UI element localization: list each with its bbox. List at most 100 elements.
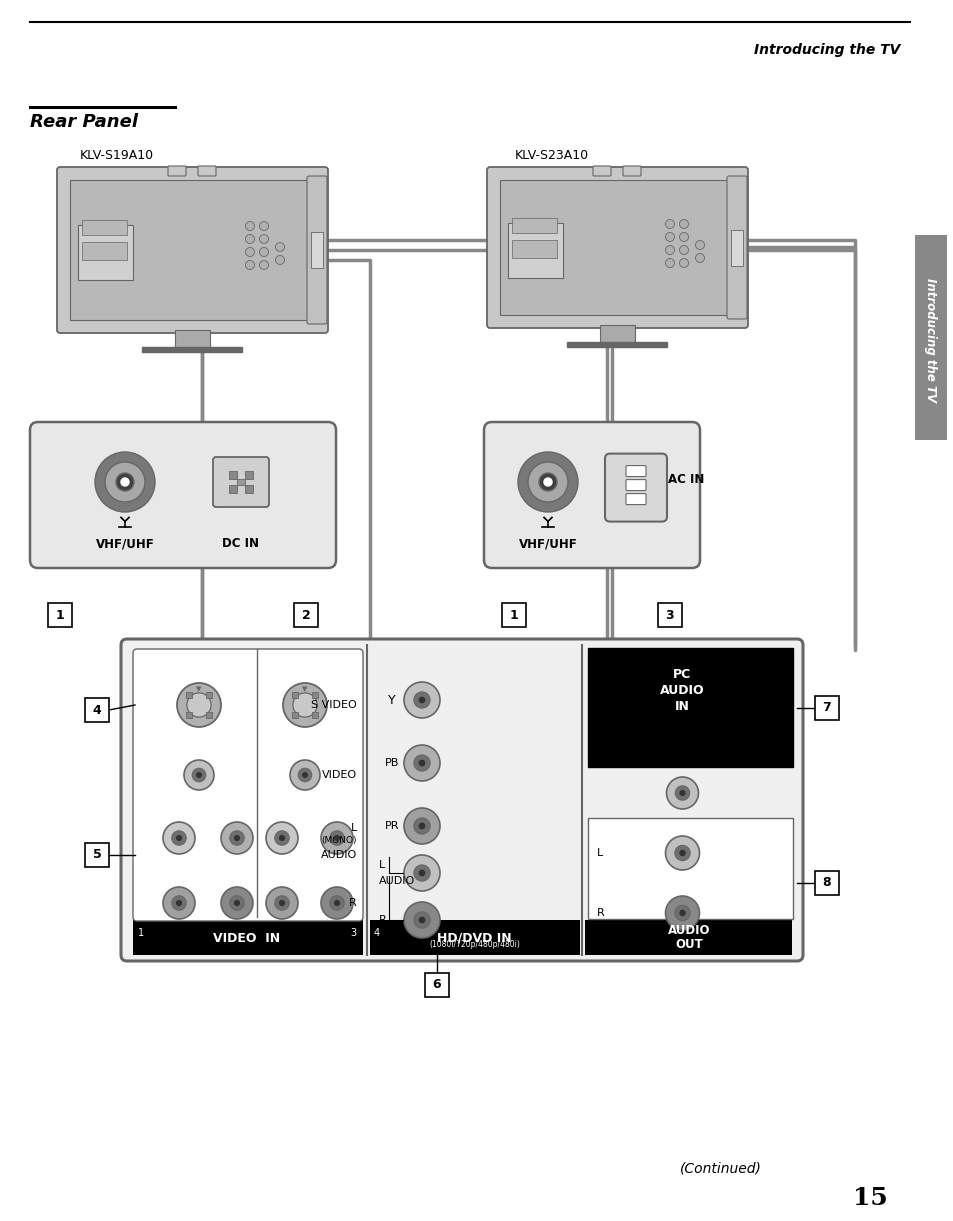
Text: VHF/UHF: VHF/UHF <box>518 537 577 549</box>
FancyBboxPatch shape <box>726 176 746 319</box>
Bar <box>174 330 210 348</box>
Text: L: L <box>597 849 602 858</box>
Circle shape <box>419 871 424 875</box>
FancyBboxPatch shape <box>584 919 791 955</box>
Circle shape <box>335 901 339 906</box>
Text: 5: 5 <box>92 849 101 862</box>
Circle shape <box>414 692 430 708</box>
Circle shape <box>320 886 353 919</box>
Text: ▼: ▼ <box>302 686 308 692</box>
Circle shape <box>666 777 698 810</box>
FancyBboxPatch shape <box>292 712 297 718</box>
FancyBboxPatch shape <box>914 234 946 440</box>
FancyBboxPatch shape <box>229 485 236 493</box>
Bar <box>566 342 666 347</box>
Circle shape <box>414 818 430 834</box>
Text: VIDEO: VIDEO <box>321 770 356 780</box>
Text: VIDEO  IN: VIDEO IN <box>213 932 280 945</box>
Text: Introducing the TV: Introducing the TV <box>753 43 899 57</box>
Text: 3: 3 <box>665 608 674 621</box>
Circle shape <box>259 248 268 256</box>
Text: AC IN: AC IN <box>667 473 703 486</box>
Text: Introducing the TV: Introducing the TV <box>923 278 937 402</box>
Circle shape <box>302 773 307 778</box>
Circle shape <box>679 259 688 267</box>
Circle shape <box>679 232 688 242</box>
FancyBboxPatch shape <box>82 242 127 260</box>
Text: 6: 6 <box>433 978 441 991</box>
Text: Y: Y <box>388 694 395 707</box>
Circle shape <box>172 830 186 845</box>
Text: R: R <box>349 897 356 908</box>
FancyBboxPatch shape <box>82 220 127 234</box>
Circle shape <box>266 822 297 853</box>
Circle shape <box>403 808 439 844</box>
Text: 1: 1 <box>509 608 517 621</box>
FancyBboxPatch shape <box>206 691 213 697</box>
Circle shape <box>674 905 689 921</box>
Circle shape <box>414 755 430 772</box>
Circle shape <box>527 462 567 502</box>
FancyBboxPatch shape <box>312 691 318 697</box>
Circle shape <box>105 462 145 502</box>
Circle shape <box>176 835 181 840</box>
FancyBboxPatch shape <box>507 223 562 278</box>
Circle shape <box>193 768 206 781</box>
Text: R: R <box>597 908 604 918</box>
FancyBboxPatch shape <box>512 219 557 233</box>
Circle shape <box>275 243 284 252</box>
Text: L: L <box>378 860 385 871</box>
FancyBboxPatch shape <box>294 603 317 628</box>
FancyBboxPatch shape <box>121 639 802 961</box>
Text: KLV-S19A10: KLV-S19A10 <box>80 149 154 161</box>
Text: 15: 15 <box>852 1186 886 1210</box>
Text: AUDIO: AUDIO <box>320 850 356 860</box>
Circle shape <box>196 773 201 778</box>
FancyBboxPatch shape <box>587 818 792 919</box>
FancyBboxPatch shape <box>57 167 328 333</box>
FancyBboxPatch shape <box>229 471 236 479</box>
Circle shape <box>414 864 430 882</box>
Text: (MONO): (MONO) <box>321 836 356 845</box>
Circle shape <box>187 692 211 717</box>
Circle shape <box>283 683 327 726</box>
Bar <box>142 347 242 352</box>
Circle shape <box>245 260 254 270</box>
FancyBboxPatch shape <box>132 919 363 955</box>
FancyBboxPatch shape <box>604 453 666 521</box>
Circle shape <box>121 477 129 486</box>
FancyBboxPatch shape <box>198 166 215 176</box>
Text: 1: 1 <box>55 608 64 621</box>
Text: S VIDEO: S VIDEO <box>311 700 356 709</box>
Text: L: L <box>351 823 356 833</box>
Text: 1: 1 <box>138 928 144 938</box>
Circle shape <box>330 830 344 845</box>
FancyBboxPatch shape <box>501 603 525 628</box>
FancyBboxPatch shape <box>483 422 700 568</box>
Circle shape <box>259 234 268 243</box>
FancyBboxPatch shape <box>814 696 838 719</box>
Circle shape <box>184 759 213 790</box>
Circle shape <box>419 823 424 829</box>
Circle shape <box>675 786 689 800</box>
Text: KLV-S23A10: KLV-S23A10 <box>515 149 589 161</box>
FancyBboxPatch shape <box>213 457 269 507</box>
Circle shape <box>259 260 268 270</box>
FancyBboxPatch shape <box>658 603 681 628</box>
Circle shape <box>679 791 684 795</box>
FancyBboxPatch shape <box>292 691 297 697</box>
Text: 3: 3 <box>350 928 355 938</box>
Circle shape <box>245 221 254 231</box>
Circle shape <box>419 697 424 703</box>
Circle shape <box>279 835 284 840</box>
FancyBboxPatch shape <box>370 919 579 955</box>
Text: 7: 7 <box>821 701 830 714</box>
Circle shape <box>163 886 194 919</box>
Text: (Continued): (Continued) <box>679 1161 761 1175</box>
FancyBboxPatch shape <box>245 471 253 479</box>
Circle shape <box>230 830 244 845</box>
FancyBboxPatch shape <box>206 712 213 718</box>
Circle shape <box>665 896 699 930</box>
FancyBboxPatch shape <box>85 698 109 722</box>
Circle shape <box>245 248 254 256</box>
